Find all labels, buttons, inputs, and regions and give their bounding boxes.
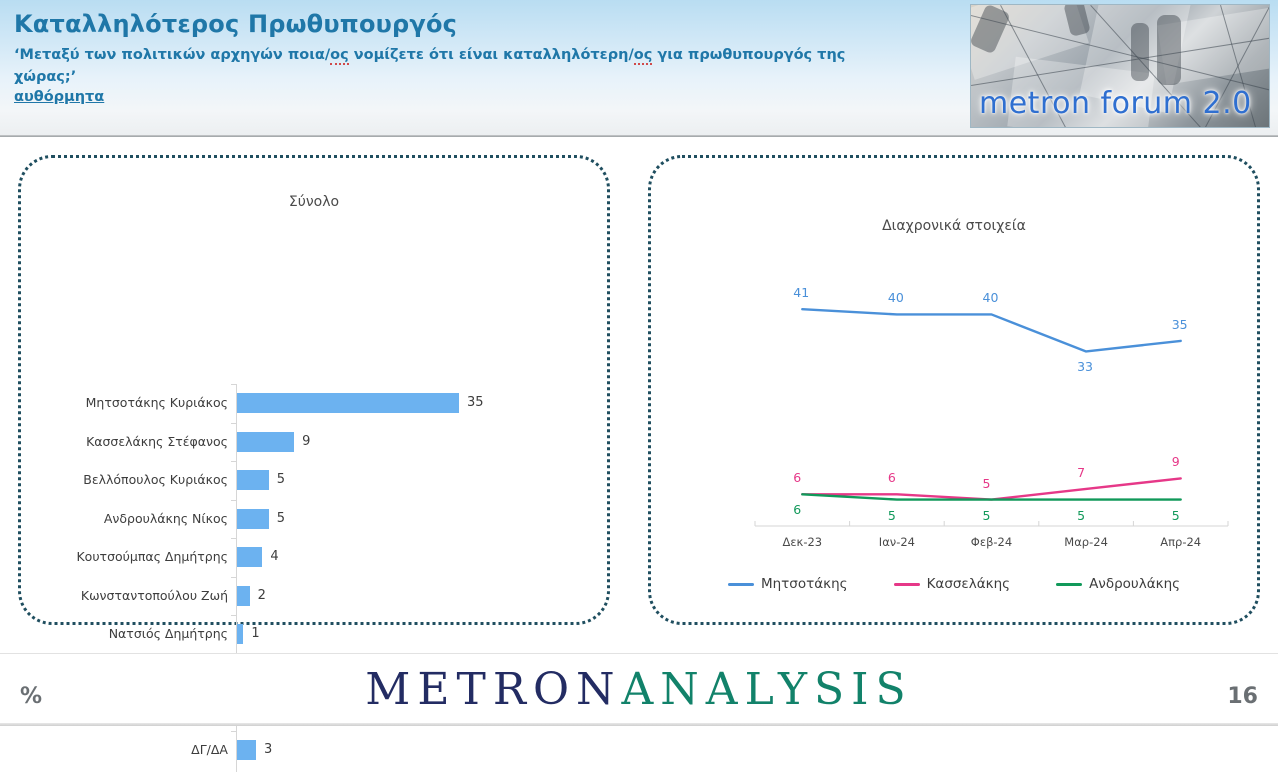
line-point-label: 5 bbox=[1171, 507, 1180, 523]
line-chart-title: Διαχρονικά στοιχεία bbox=[882, 218, 1026, 234]
bar-row: Ανδρουλάκης Νίκος 5 bbox=[21, 499, 607, 538]
x-axis-tick-label: Απρ-24 bbox=[1160, 535, 1202, 549]
slide-header: Καταλληλότερος Πρωθυπουργός ‘Μεταξύ των … bbox=[0, 0, 1278, 137]
bar bbox=[237, 585, 250, 606]
bar-axis-tick bbox=[231, 576, 236, 578]
bar-axis-tick bbox=[231, 499, 236, 501]
line-point-label: 5 bbox=[982, 507, 991, 523]
bar-row: Βελλόπουλος Κυριάκος 5 bbox=[21, 461, 607, 499]
bar-value-label: 5 bbox=[276, 472, 285, 487]
logo-text: metron forum 2.0 bbox=[979, 86, 1252, 121]
line-point-label: 5 bbox=[982, 475, 991, 491]
line-point-label: 35 bbox=[1171, 316, 1188, 332]
bar-chart: Μητσοτάκης Κυριάκος 35 Κασσελάκης Στέφανος… bbox=[21, 158, 607, 772]
legend-item[interactable]: Ανδρουλάκης bbox=[1056, 576, 1180, 592]
line-point-label: 41 bbox=[793, 285, 810, 301]
line-point-label: 7 bbox=[1077, 464, 1086, 480]
bar-axis-tick bbox=[231, 422, 236, 424]
bar-chart-axis bbox=[236, 384, 237, 772]
bar-row: Κωνσταντοπούλου Ζωή 2 bbox=[21, 576, 607, 615]
line-point-label: 40 bbox=[887, 290, 904, 306]
line-chart-legend: Μητσοτάκης Κασσελάκης Ανδρουλάκης bbox=[651, 576, 1257, 592]
bar-axis-tick bbox=[231, 538, 236, 539]
subtitle-spellcheck-2: ος bbox=[633, 47, 653, 65]
line-point-label: 40 bbox=[982, 290, 999, 306]
line-chart-panel: Διαχρονικά στοιχεία 41 40 40 33 35 6 6 5 7 9 6 5 5 5 5… bbox=[648, 155, 1260, 625]
bar-axis-tick bbox=[231, 730, 236, 732]
bar-value-label: 1 bbox=[251, 626, 260, 641]
line-point-label: 9 bbox=[1171, 454, 1180, 470]
bar bbox=[237, 393, 459, 413]
logo-artwork bbox=[971, 5, 1269, 127]
legend-color-swatch bbox=[1056, 582, 1083, 586]
bar-category-label: Μητσοτάκης Κυριάκος bbox=[85, 395, 228, 410]
subtitle-text-1: ‘Μεταξύ των πολιτικών αρχηγών ποια/ bbox=[14, 47, 331, 63]
subtitle-spellcheck-1: ος bbox=[330, 47, 349, 65]
bar-row: Νατσιός Δημήτρης 1 bbox=[21, 615, 607, 653]
line-point-label: 6 bbox=[887, 470, 896, 486]
bar-row: Κασσελάκης Στέφανος 9 bbox=[21, 422, 607, 461]
bar-category-label: Κουτσούμπας Δημήτρης bbox=[76, 549, 228, 564]
bar-category-label: Νατσιός Δημήτρης bbox=[108, 626, 228, 641]
bar-row: Μητσοτάκης Κυριάκος 35 bbox=[21, 384, 607, 422]
line-series bbox=[801, 307, 1182, 353]
subtitle-text-2: νομίζετε ότι είναι καταλληλότερη/ bbox=[348, 47, 634, 63]
bar bbox=[237, 547, 263, 567]
metron-analysis-brand: METRONANALYSIS bbox=[0, 664, 1278, 715]
line-point-label: 6 bbox=[793, 502, 802, 518]
bar-value-label: 2 bbox=[257, 587, 266, 603]
bar-row: ΔΓ/ΔΑ 3 bbox=[21, 730, 607, 769]
methodology-note: αυθόρμητα bbox=[14, 89, 105, 105]
legend-color-swatch bbox=[893, 582, 920, 586]
question-subtitle: ‘Μεταξύ των πολιτικών αρχηγών ποια/ος νο… bbox=[14, 44, 894, 88]
bar-value-label: 9 bbox=[302, 433, 311, 449]
page-number: 16 bbox=[1227, 684, 1258, 709]
brand-metron: METRON bbox=[365, 664, 622, 715]
line-point-label: 5 bbox=[887, 507, 896, 523]
metron-forum-logo: metron forum 2.0 bbox=[970, 4, 1270, 128]
x-axis-tick-label: Ιαν-24 bbox=[878, 535, 915, 549]
bar-chart-title: Σύνολο bbox=[288, 194, 340, 210]
legend-label: Μητσοτάκης bbox=[760, 576, 848, 592]
bar-row: Κουτσούμπας Δημήτρης 4 bbox=[21, 538, 607, 576]
bar-category-label: ΔΓ/ΔΑ bbox=[191, 741, 228, 757]
line-chart-svg bbox=[754, 307, 1229, 527]
percent-symbol: % bbox=[20, 684, 43, 709]
page-title: Καταλληλότερος Πρωθυπουργός bbox=[14, 10, 458, 38]
line-point-label: 6 bbox=[793, 470, 802, 486]
x-axis-tick-label: Δεκ-23 bbox=[782, 535, 823, 549]
bar bbox=[237, 470, 269, 490]
slide-footer: % METRONANALYSIS 16 bbox=[0, 653, 1278, 726]
bar-chart-panel: Σύνολο Μητσοτάκης Κυριάκος 35 Κασσελάκης Σ… bbox=[18, 155, 610, 772]
bar bbox=[237, 508, 269, 529]
bar-value-label: 4 bbox=[270, 549, 279, 564]
line-point-label: 33 bbox=[1077, 359, 1093, 375]
legend-label: Ανδρουλάκης bbox=[1089, 576, 1181, 592]
footer-divider bbox=[0, 723, 1278, 726]
bar-category-label: Βελλόπουλος Κυριάκος bbox=[83, 472, 228, 487]
line-point-label: 5 bbox=[1077, 507, 1086, 523]
subtitle-text-3: για πρωθυπουργός της χώρας;’ bbox=[14, 47, 846, 85]
line-series bbox=[801, 493, 1182, 501]
legend-color-swatch bbox=[727, 582, 754, 586]
bar-category-label: Κωνσταντοπούλου Ζωή bbox=[80, 587, 228, 603]
x-axis-tick-label: Μαρ-24 bbox=[1064, 535, 1108, 549]
bar bbox=[237, 431, 295, 452]
bar bbox=[237, 624, 244, 644]
legend-item[interactable]: Κασσελάκης bbox=[893, 576, 1011, 592]
brand-analysis: ANALYSIS bbox=[621, 664, 913, 715]
bar-axis-tick bbox=[231, 384, 236, 385]
bar-axis-tick bbox=[231, 461, 236, 462]
legend-item[interactable]: Μητσοτάκης bbox=[727, 576, 848, 592]
bar-value-label: 5 bbox=[276, 510, 285, 526]
bar-category-label: Ανδρουλάκης Νίκος bbox=[103, 510, 228, 526]
legend-label: Κασσελάκης bbox=[926, 576, 1011, 592]
x-axis-tick-label: Φεβ-24 bbox=[970, 535, 1013, 549]
bar-category-label: Κασσελάκης Στέφανος bbox=[86, 433, 228, 449]
bar-axis-tick bbox=[231, 615, 236, 616]
bar-value-label: 3 bbox=[264, 741, 273, 757]
bar-value-label: 35 bbox=[467, 395, 484, 410]
bar bbox=[237, 739, 257, 760]
